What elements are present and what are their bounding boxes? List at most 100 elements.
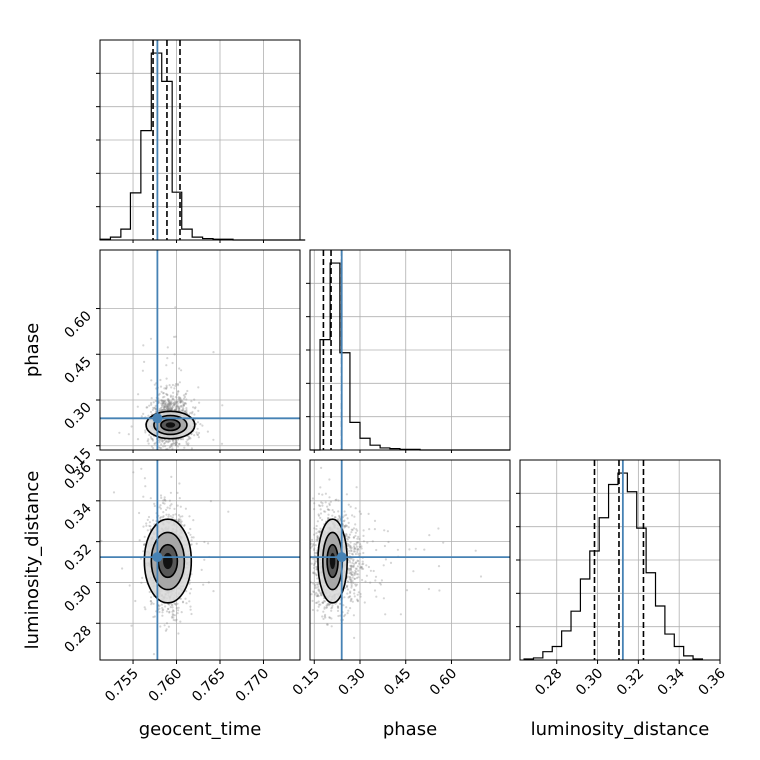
sample-point [138,539,141,542]
sample-point [354,547,357,550]
sample-point [185,407,188,410]
sample-point [274,676,276,678]
sample-point [172,613,175,617]
sample-point [166,405,169,408]
sample-point [165,386,168,389]
sample-point [166,393,169,396]
sample-point [176,400,179,403]
sample-point [315,532,318,535]
sample-point [176,405,179,408]
sample-point [172,398,175,401]
sample-point [423,548,426,551]
sample-point [352,558,355,561]
sample-point [315,566,318,569]
sample-point [159,385,163,388]
sample-point [317,514,321,517]
sample-point [312,571,315,575]
sample-point [174,619,177,622]
sample-point [163,395,166,398]
sample-point [159,409,162,412]
sample-point [349,541,352,544]
sample-point [134,451,136,453]
sample-point [177,606,180,609]
sample-point [152,602,155,605]
sample-point [345,493,348,496]
sample-point [351,600,354,603]
sample-point [316,539,319,542]
sample-point [321,601,325,604]
sample-point [163,499,166,502]
x-tick-label-luminosity_distance: 0.36 [695,665,728,698]
sample-point [174,384,177,387]
sample-point [183,524,186,527]
sample-point [179,522,182,525]
x-tick-label-geocent_time: 0.770 [233,666,273,706]
sample-point [198,401,201,404]
sample-point [173,404,176,407]
sample-point [180,404,183,408]
sample-point [188,582,191,585]
sample-point [175,444,178,447]
sample-point [442,541,445,544]
sample-point [170,402,173,405]
density-core [165,422,176,428]
y-tick-label-luminosity_distance: 0.32 [61,541,94,574]
sample-point [356,550,359,554]
y-tick-label-luminosity_distance: 0.30 [61,582,94,615]
sample-point [170,603,173,606]
sample-point [178,497,181,500]
sample-point [313,572,316,575]
sample-point [150,452,152,454]
sample-point [375,548,378,552]
sample-point [326,516,330,520]
sample-point [159,446,162,449]
sample-point [168,402,171,405]
sample-point [160,403,163,406]
sample-point [176,612,179,615]
sample-point [146,406,149,409]
x-tick-label-geocent_time: 0.765 [189,666,229,706]
sample-point [136,438,140,441]
injection-marker [152,552,163,563]
sample-point [182,402,185,405]
sample-point [321,504,324,507]
sample-point [167,399,171,402]
sample-point [143,543,146,546]
sample-point [354,534,357,538]
sample-point [365,564,368,567]
sample-point [193,407,196,410]
sample-point [352,536,355,539]
sample-point [181,515,184,518]
sample-point [172,401,175,405]
sample-point [176,445,180,448]
sample-point [165,513,168,516]
sample-point [182,404,185,407]
sample-point [354,561,357,565]
sample-point [353,547,356,550]
sample-point [360,566,363,569]
sample-point [149,600,152,603]
sample-point [353,562,356,565]
sample-point [166,346,169,349]
sample-point [212,590,215,593]
sample-point [164,605,167,608]
sample-point [349,581,352,584]
sample-point [314,559,317,562]
sample-point [227,510,230,513]
sample-point [177,520,180,523]
sample-point [159,407,162,410]
sample-point [355,561,358,564]
sample-point [314,586,317,590]
sample-point [132,471,135,474]
sample-point [314,557,317,560]
sample-point [414,547,417,550]
sample-point [320,594,323,597]
sample-point [372,569,375,573]
sample-point [147,414,150,417]
sample-point [355,545,358,548]
sample-point [314,584,317,588]
sample-point [118,431,121,434]
sample-point [349,578,352,582]
sample-point [325,606,328,609]
sample-point [150,403,153,406]
